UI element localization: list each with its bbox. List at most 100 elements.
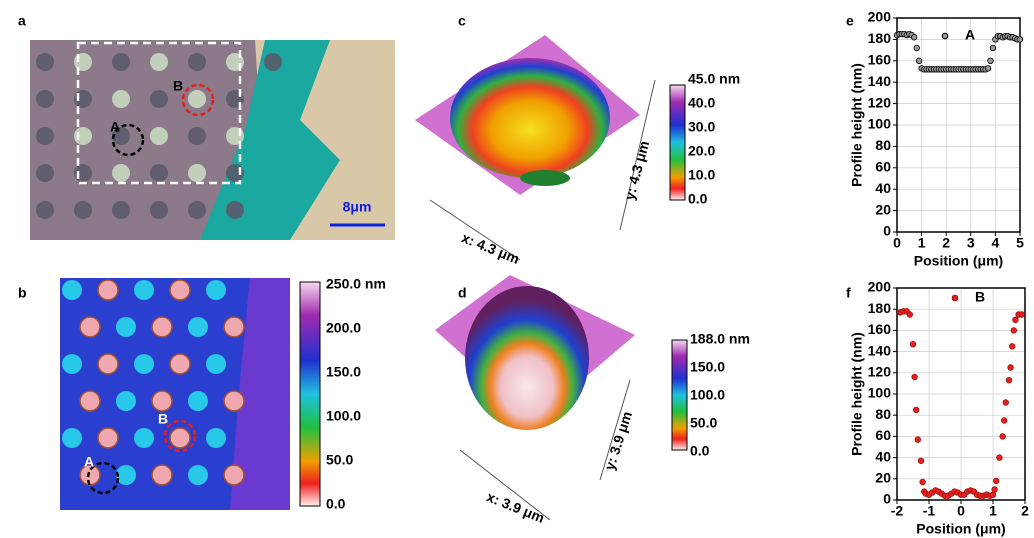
y-tick-label: 80 bbox=[875, 406, 891, 422]
hole bbox=[62, 354, 82, 374]
hole bbox=[98, 280, 118, 300]
axis-label: x: 3.9 μm bbox=[484, 488, 546, 526]
point bbox=[1001, 418, 1007, 424]
hole bbox=[264, 53, 282, 71]
hole bbox=[224, 317, 244, 337]
point bbox=[1011, 328, 1017, 334]
colorbar-label: 150.0 bbox=[690, 359, 725, 375]
colorbar-label: 50.0 bbox=[690, 415, 717, 431]
axis-label: x: 4.3 μm bbox=[459, 229, 521, 267]
hole bbox=[226, 201, 244, 219]
x-axis-label: Position (μm) bbox=[916, 521, 1005, 537]
hole bbox=[98, 354, 118, 374]
colorbar-label: 50.0 bbox=[326, 452, 353, 468]
point bbox=[990, 492, 996, 498]
y-tick-label: 180 bbox=[868, 30, 892, 46]
y-tick-label: 180 bbox=[868, 300, 892, 316]
y-tick-label: 40 bbox=[875, 180, 891, 196]
colorbar-label: 100.0 bbox=[326, 408, 361, 424]
point bbox=[1019, 312, 1025, 318]
y-tick-label: 0 bbox=[883, 223, 891, 239]
x-axis-label: Position (μm) bbox=[914, 253, 1003, 269]
pit bbox=[450, 58, 610, 178]
legend-marker bbox=[952, 295, 958, 301]
hole bbox=[74, 53, 92, 71]
hole bbox=[188, 90, 206, 108]
x-tick-label: 4 bbox=[992, 235, 1000, 251]
hole bbox=[150, 201, 168, 219]
x-tick-label: -2 bbox=[891, 503, 904, 519]
hole bbox=[36, 201, 54, 219]
hole bbox=[134, 354, 154, 374]
hole bbox=[226, 164, 244, 182]
hole bbox=[206, 354, 226, 374]
hole bbox=[116, 317, 136, 337]
x-tick-label: 2 bbox=[1021, 503, 1029, 519]
panel-c: x: 4.3 μm y: 4.3 μm c bbox=[415, 13, 685, 267]
hole bbox=[170, 280, 190, 300]
y-tick-label: 160 bbox=[868, 321, 892, 337]
axis-label: y: 4.3 μm bbox=[621, 139, 652, 202]
x-tick-label: 1 bbox=[989, 503, 997, 519]
hole bbox=[206, 280, 226, 300]
label: A bbox=[110, 119, 120, 135]
hole bbox=[112, 201, 130, 219]
x-tick-label: 3 bbox=[967, 235, 975, 251]
x-tick-label: 0 bbox=[893, 235, 901, 251]
x-tick-label: -1 bbox=[923, 503, 936, 519]
colorbar-label: 200.0 bbox=[326, 320, 361, 336]
hole bbox=[188, 317, 208, 337]
point bbox=[911, 34, 917, 40]
panel-letter: e bbox=[846, 13, 854, 29]
pit bbox=[465, 286, 589, 430]
page: AB8μma ABb x: 4.3 μm y: 4.3 μm c x: 3.9 … bbox=[0, 0, 1034, 538]
hole bbox=[80, 317, 100, 337]
colorbar-label: 100.0 bbox=[690, 387, 725, 403]
colorbar-label: 188.0 nm bbox=[690, 331, 750, 347]
y-tick-label: 40 bbox=[875, 448, 891, 464]
hole bbox=[112, 53, 130, 71]
hole bbox=[150, 90, 168, 108]
legend-label: A bbox=[965, 27, 975, 43]
hole bbox=[152, 465, 172, 485]
hole bbox=[112, 164, 130, 182]
colorbar bbox=[672, 340, 687, 450]
hole bbox=[116, 391, 136, 411]
point bbox=[1006, 377, 1012, 383]
hole bbox=[224, 465, 244, 485]
y-tick-label: 120 bbox=[868, 364, 892, 380]
hole bbox=[226, 127, 244, 145]
x-tick-label: 1 bbox=[918, 235, 926, 251]
hole bbox=[150, 127, 168, 145]
axis-label: y: 3.9 μm bbox=[601, 409, 635, 472]
hole bbox=[62, 428, 82, 448]
colorbar-label: 10.0 bbox=[688, 167, 715, 183]
hole bbox=[170, 428, 190, 448]
point bbox=[992, 487, 998, 493]
panel-letter: f bbox=[846, 285, 851, 301]
panel-b: ABb bbox=[18, 278, 320, 510]
y-tick-label: 20 bbox=[875, 470, 891, 486]
pit-bottom bbox=[520, 170, 570, 186]
hole bbox=[36, 90, 54, 108]
hole bbox=[80, 391, 100, 411]
point bbox=[997, 455, 1003, 461]
point bbox=[1017, 37, 1023, 43]
point bbox=[990, 45, 996, 51]
hole bbox=[74, 127, 92, 145]
colorbar-label: 0.0 bbox=[326, 496, 346, 512]
colorbar-label: 0.0 bbox=[690, 443, 710, 459]
y-tick-label: 60 bbox=[875, 159, 891, 175]
y-tick-label: 160 bbox=[868, 52, 892, 68]
colorbar-label: 45.0 nm bbox=[688, 71, 740, 87]
hole bbox=[188, 164, 206, 182]
colorbar-label: 0.0 bbox=[688, 191, 708, 207]
label: A bbox=[84, 454, 94, 470]
hole bbox=[98, 428, 118, 448]
label: B bbox=[173, 78, 183, 94]
colorbar bbox=[300, 282, 320, 506]
hole bbox=[134, 280, 154, 300]
hole bbox=[188, 201, 206, 219]
point bbox=[1009, 344, 1015, 350]
